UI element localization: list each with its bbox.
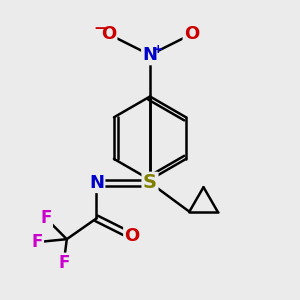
Text: N: N (142, 46, 158, 64)
Text: O: O (101, 25, 116, 43)
Text: +: + (152, 43, 163, 56)
Text: F: F (58, 254, 70, 272)
Text: O: O (124, 227, 140, 245)
Text: O: O (184, 25, 199, 43)
Text: −: − (93, 21, 106, 36)
Text: N: N (89, 174, 104, 192)
Text: F: F (40, 209, 52, 227)
Text: S: S (143, 173, 157, 192)
Text: F: F (32, 233, 43, 251)
